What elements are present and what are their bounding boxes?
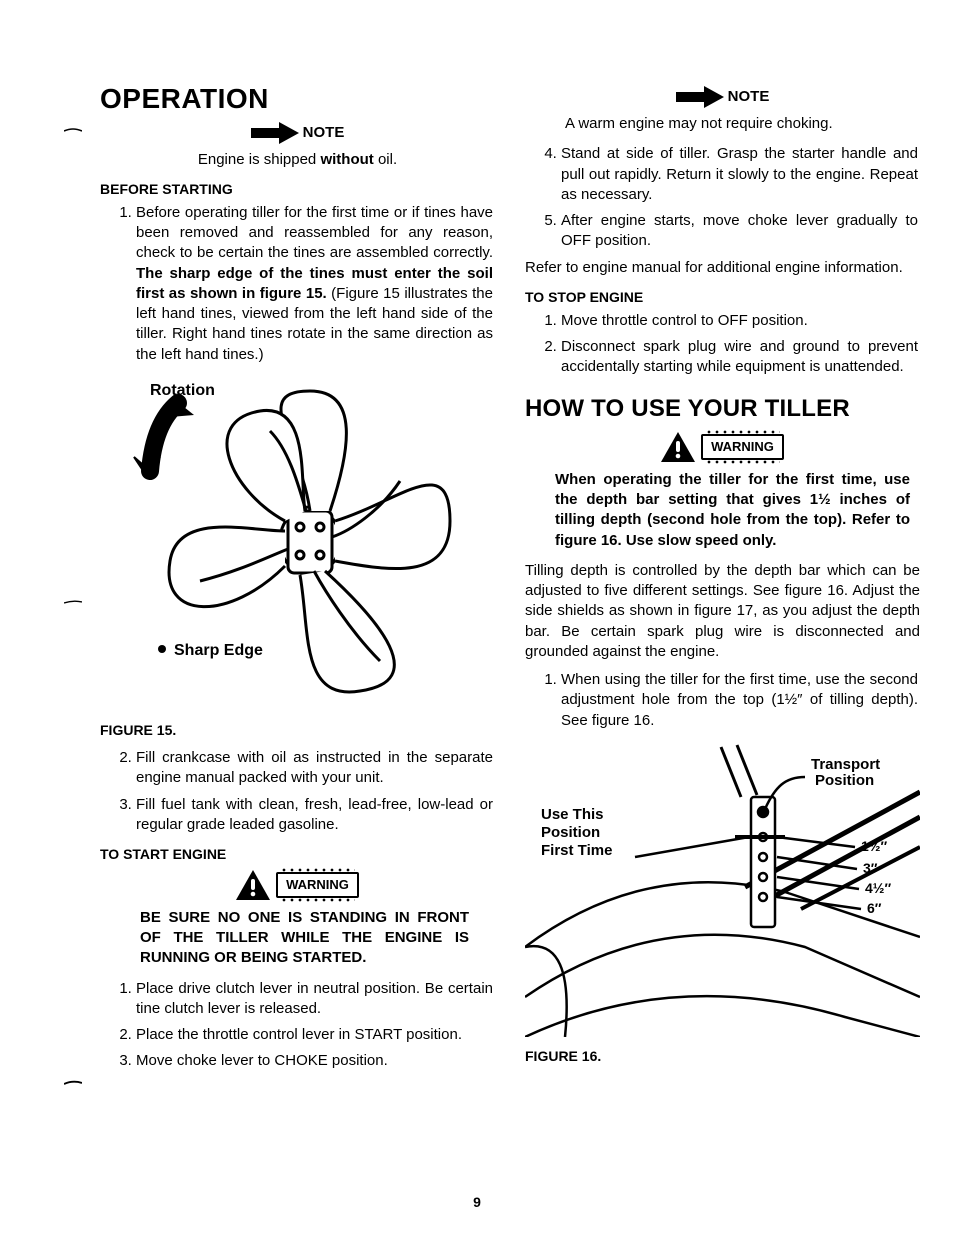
warning-triangle-icon [661,432,695,462]
warning-label: WARNING [701,434,784,460]
depth-1: 1½″ [861,838,887,854]
text: Before operating tiller for the first ti… [136,204,493,262]
before-starting-heading: BEFORE STARTING [100,180,495,199]
tilling-depth-paragraph: Tilling depth is controlled by the depth… [525,561,920,662]
note-callout: NOTE [525,86,920,108]
note-label: NOTE [728,87,770,107]
transport-label-2: Position [815,772,874,789]
sharp-edge-label: Sharp Edge [174,642,263,659]
list-item: Fill crankcase with oil as instructed in… [136,748,495,789]
refer-paragraph: Refer to engine manual for additional en… [525,258,920,278]
figure-16-caption: FIGURE 16. [525,1047,920,1066]
list-item: Move choke lever to CHOKE position. [136,1051,495,1071]
figure-16: Transport Position Use This Position Fir… [525,737,920,1043]
scan-mark-icon [64,1080,82,1086]
arrow-right-icon [676,86,724,108]
to-start-engine-heading: TO START ENGINE [100,845,495,864]
arrow-right-icon [251,122,299,144]
list-item: Disconnect spark plug wire and ground to… [561,337,920,378]
right-column: NOTE A warm engine may not require choki… [525,80,920,1078]
figure-15: Rotation [100,371,495,717]
note-label: NOTE [303,123,345,143]
depth-2: 3″ [863,860,878,876]
text-bold: without [320,151,373,168]
list-item: Move throttle control to OFF position. [561,311,920,331]
depth-4: 6″ [867,900,882,916]
scan-mark-icon [64,600,82,606]
start-engine-list: Place drive clutch lever in neutral posi… [100,979,495,1072]
page-container: OPERATION NOTE Engine is shipped without… [0,0,954,1098]
warning-text: BE SURE NO ONE IS STANDING IN FRONT OF T… [140,908,469,969]
use-first-label-2: Position [541,824,600,841]
transport-label: Transport [811,756,880,773]
how-to-use-heading: HOW TO USE YOUR TILLER [525,393,920,425]
to-stop-engine-heading: TO STOP ENGINE [525,288,920,307]
use-first-label-3: First Time [541,842,612,859]
figure-15-caption: FIGURE 15. [100,721,495,740]
depth-3: 4½″ [865,880,891,896]
warning-triangle-icon [236,870,270,900]
text: Engine is shipped [198,151,321,168]
list-item: After engine starts, move choke lever gr… [561,211,920,252]
scan-mark-icon [64,128,82,134]
stop-engine-list: Move throttle control to OFF position. D… [525,311,920,378]
figure-16-illustration: Transport Position Use This Position Fir… [525,737,920,1037]
note-text: A warm engine may not require choking. [525,114,920,134]
page-number: 9 [0,1193,954,1212]
warning-text: When operating the tiller for the first … [555,470,910,551]
figure-15-illustration: Rotation [100,371,480,711]
list-item: Place drive clutch lever in neutral posi… [136,979,495,1020]
warning-label: WARNING [276,872,359,898]
warning-callout: WARNING [100,870,495,900]
before-starting-list: Before operating tiller for the first ti… [100,203,495,365]
list-item: Stand at side of tiller. Grasp the start… [561,144,920,205]
left-column: OPERATION NOTE Engine is shipped without… [100,80,495,1078]
list-item: Place the throttle control lever in STAR… [136,1025,495,1045]
note-callout: NOTE [100,122,495,144]
note-text: Engine is shipped without oil. [100,150,495,170]
warning-callout: WARNING [525,432,920,462]
operation-heading: OPERATION [100,80,495,118]
use-first-label-1: Use This [541,806,604,823]
text: oil. [374,151,397,168]
use-tiller-list: When using the tiller for the first time… [525,670,920,731]
list-item: When using the tiller for the first time… [561,670,920,731]
list-item: Fill fuel tank with clean, fresh, lead-f… [136,795,495,836]
before-starting-list-cont: Fill crankcase with oil as instructed in… [100,748,495,835]
start-engine-list-cont: Stand at side of tiller. Grasp the start… [525,144,920,251]
list-item: Before operating tiller for the first ti… [136,203,495,365]
